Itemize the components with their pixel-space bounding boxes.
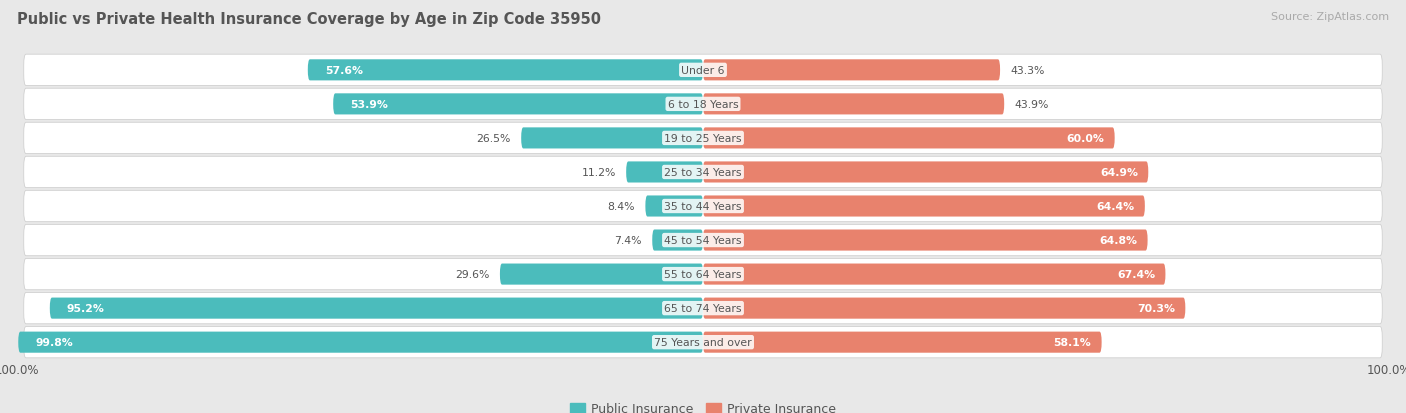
Text: 64.9%: 64.9% — [1099, 168, 1137, 178]
FancyBboxPatch shape — [626, 162, 703, 183]
Text: 57.6%: 57.6% — [325, 66, 363, 76]
FancyBboxPatch shape — [24, 157, 1382, 188]
Text: 7.4%: 7.4% — [614, 235, 643, 245]
Text: 67.4%: 67.4% — [1116, 269, 1156, 280]
Text: 45 to 54 Years: 45 to 54 Years — [664, 235, 742, 245]
Legend: Public Insurance, Private Insurance: Public Insurance, Private Insurance — [565, 397, 841, 413]
Text: 35 to 44 Years: 35 to 44 Years — [664, 202, 742, 211]
Text: 58.1%: 58.1% — [1053, 337, 1091, 347]
FancyBboxPatch shape — [645, 196, 703, 217]
FancyBboxPatch shape — [24, 89, 1382, 120]
FancyBboxPatch shape — [703, 162, 1149, 183]
Text: 6 to 18 Years: 6 to 18 Years — [668, 100, 738, 109]
Text: Source: ZipAtlas.com: Source: ZipAtlas.com — [1271, 12, 1389, 22]
FancyBboxPatch shape — [18, 332, 703, 353]
Text: 64.8%: 64.8% — [1099, 235, 1137, 245]
Text: 26.5%: 26.5% — [477, 133, 510, 144]
Text: 43.3%: 43.3% — [1011, 66, 1045, 76]
FancyBboxPatch shape — [703, 128, 1115, 149]
FancyBboxPatch shape — [24, 191, 1382, 222]
Text: 29.6%: 29.6% — [456, 269, 489, 280]
Text: 19 to 25 Years: 19 to 25 Years — [664, 133, 742, 144]
Text: 25 to 34 Years: 25 to 34 Years — [664, 168, 742, 178]
FancyBboxPatch shape — [703, 332, 1102, 353]
FancyBboxPatch shape — [703, 230, 1147, 251]
FancyBboxPatch shape — [24, 225, 1382, 256]
FancyBboxPatch shape — [24, 55, 1382, 86]
Text: 70.3%: 70.3% — [1137, 304, 1175, 313]
Text: Public vs Private Health Insurance Coverage by Age in Zip Code 35950: Public vs Private Health Insurance Cover… — [17, 12, 600, 27]
FancyBboxPatch shape — [703, 94, 1004, 115]
Text: 65 to 74 Years: 65 to 74 Years — [664, 304, 742, 313]
Text: 95.2%: 95.2% — [67, 304, 105, 313]
Text: 64.4%: 64.4% — [1097, 202, 1135, 211]
Text: 53.9%: 53.9% — [350, 100, 388, 109]
FancyBboxPatch shape — [703, 264, 1166, 285]
Text: 11.2%: 11.2% — [582, 168, 616, 178]
FancyBboxPatch shape — [703, 298, 1185, 319]
Text: Under 6: Under 6 — [682, 66, 724, 76]
FancyBboxPatch shape — [703, 196, 1144, 217]
FancyBboxPatch shape — [24, 293, 1382, 324]
FancyBboxPatch shape — [49, 298, 703, 319]
Text: 55 to 64 Years: 55 to 64 Years — [664, 269, 742, 280]
FancyBboxPatch shape — [24, 327, 1382, 358]
Text: 8.4%: 8.4% — [607, 202, 636, 211]
Text: 43.9%: 43.9% — [1015, 100, 1049, 109]
Text: 75 Years and over: 75 Years and over — [654, 337, 752, 347]
FancyBboxPatch shape — [308, 60, 703, 81]
Text: 60.0%: 60.0% — [1067, 133, 1104, 144]
FancyBboxPatch shape — [652, 230, 703, 251]
FancyBboxPatch shape — [333, 94, 703, 115]
FancyBboxPatch shape — [24, 123, 1382, 154]
Text: 99.8%: 99.8% — [35, 337, 73, 347]
FancyBboxPatch shape — [24, 259, 1382, 290]
FancyBboxPatch shape — [703, 60, 1000, 81]
FancyBboxPatch shape — [522, 128, 703, 149]
FancyBboxPatch shape — [501, 264, 703, 285]
